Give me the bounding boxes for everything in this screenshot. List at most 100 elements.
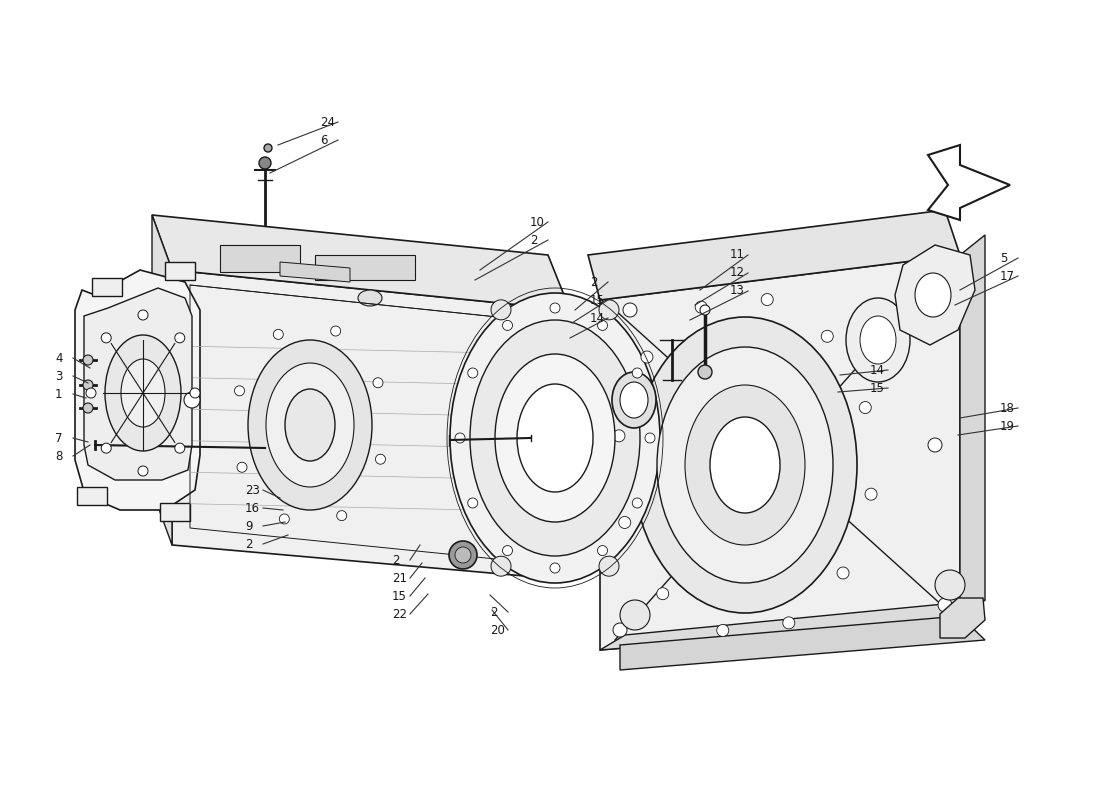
Ellipse shape: [623, 303, 637, 317]
Ellipse shape: [600, 556, 619, 576]
Ellipse shape: [698, 365, 712, 379]
Text: 19: 19: [1000, 419, 1015, 433]
Ellipse shape: [657, 588, 669, 600]
Polygon shape: [220, 245, 300, 272]
Ellipse shape: [620, 382, 648, 418]
Ellipse shape: [860, 316, 896, 364]
Ellipse shape: [491, 556, 512, 576]
Ellipse shape: [700, 305, 710, 315]
Text: 2: 2: [392, 554, 399, 566]
Text: 18: 18: [1000, 402, 1015, 414]
Ellipse shape: [236, 462, 248, 472]
Text: 21: 21: [392, 571, 407, 585]
Ellipse shape: [450, 293, 660, 583]
Ellipse shape: [938, 598, 952, 612]
Ellipse shape: [612, 372, 656, 428]
Ellipse shape: [761, 294, 773, 306]
Ellipse shape: [101, 333, 111, 343]
Ellipse shape: [710, 417, 780, 513]
Polygon shape: [84, 288, 192, 480]
Ellipse shape: [928, 438, 942, 452]
Ellipse shape: [597, 546, 607, 555]
Polygon shape: [940, 598, 984, 638]
Ellipse shape: [468, 498, 477, 508]
Ellipse shape: [468, 368, 477, 378]
Ellipse shape: [550, 303, 560, 313]
Text: 12: 12: [730, 266, 745, 279]
Polygon shape: [172, 270, 570, 580]
Ellipse shape: [234, 386, 244, 396]
Text: 15: 15: [392, 590, 407, 602]
Text: 5: 5: [1000, 251, 1008, 265]
Ellipse shape: [618, 517, 630, 529]
Ellipse shape: [86, 388, 96, 398]
Polygon shape: [77, 487, 107, 505]
Ellipse shape: [928, 263, 942, 277]
Ellipse shape: [82, 355, 94, 365]
Ellipse shape: [82, 380, 94, 390]
Ellipse shape: [695, 301, 707, 313]
Ellipse shape: [279, 514, 289, 524]
Ellipse shape: [470, 320, 640, 556]
Polygon shape: [928, 145, 1010, 220]
Ellipse shape: [632, 317, 857, 613]
Text: 1: 1: [55, 387, 63, 401]
Text: 15: 15: [870, 382, 884, 394]
Text: 13: 13: [730, 285, 745, 298]
Text: 2: 2: [245, 538, 253, 550]
Ellipse shape: [101, 443, 111, 453]
Polygon shape: [620, 616, 984, 670]
Text: 9: 9: [245, 519, 253, 533]
Ellipse shape: [550, 563, 560, 573]
Text: 23: 23: [245, 483, 260, 497]
Ellipse shape: [613, 623, 627, 637]
Ellipse shape: [915, 273, 952, 317]
Ellipse shape: [620, 600, 650, 630]
Ellipse shape: [495, 354, 615, 522]
Ellipse shape: [491, 300, 512, 320]
Ellipse shape: [190, 388, 200, 398]
Ellipse shape: [600, 300, 619, 320]
Ellipse shape: [597, 321, 607, 330]
Text: 17: 17: [1000, 270, 1015, 282]
Ellipse shape: [138, 310, 148, 320]
Ellipse shape: [455, 547, 471, 563]
Polygon shape: [92, 278, 122, 296]
Ellipse shape: [503, 546, 513, 555]
Ellipse shape: [641, 351, 653, 363]
Polygon shape: [600, 600, 984, 650]
Text: 22: 22: [392, 607, 407, 621]
Ellipse shape: [331, 326, 341, 336]
Ellipse shape: [503, 321, 513, 330]
Ellipse shape: [645, 433, 654, 443]
Text: 4: 4: [55, 351, 63, 365]
Text: 2: 2: [530, 234, 538, 246]
Ellipse shape: [449, 541, 477, 569]
Text: 16: 16: [245, 502, 260, 514]
Ellipse shape: [717, 625, 729, 637]
Text: 15: 15: [590, 294, 605, 306]
Polygon shape: [152, 215, 570, 310]
Polygon shape: [165, 262, 195, 280]
Text: 24: 24: [320, 115, 336, 129]
Polygon shape: [315, 255, 415, 280]
Polygon shape: [600, 255, 960, 650]
Ellipse shape: [375, 454, 385, 464]
Ellipse shape: [455, 433, 465, 443]
Ellipse shape: [273, 330, 284, 339]
Ellipse shape: [657, 347, 833, 583]
Ellipse shape: [258, 157, 271, 169]
Ellipse shape: [285, 389, 336, 461]
Polygon shape: [160, 503, 190, 521]
Polygon shape: [895, 245, 975, 345]
Text: 14: 14: [870, 363, 886, 377]
Polygon shape: [152, 215, 172, 545]
Ellipse shape: [865, 488, 877, 500]
Ellipse shape: [783, 617, 795, 629]
Ellipse shape: [846, 298, 910, 382]
Text: 20: 20: [490, 623, 505, 637]
Text: 2: 2: [490, 606, 497, 618]
Ellipse shape: [266, 363, 354, 487]
Ellipse shape: [138, 466, 148, 476]
Polygon shape: [280, 262, 350, 282]
